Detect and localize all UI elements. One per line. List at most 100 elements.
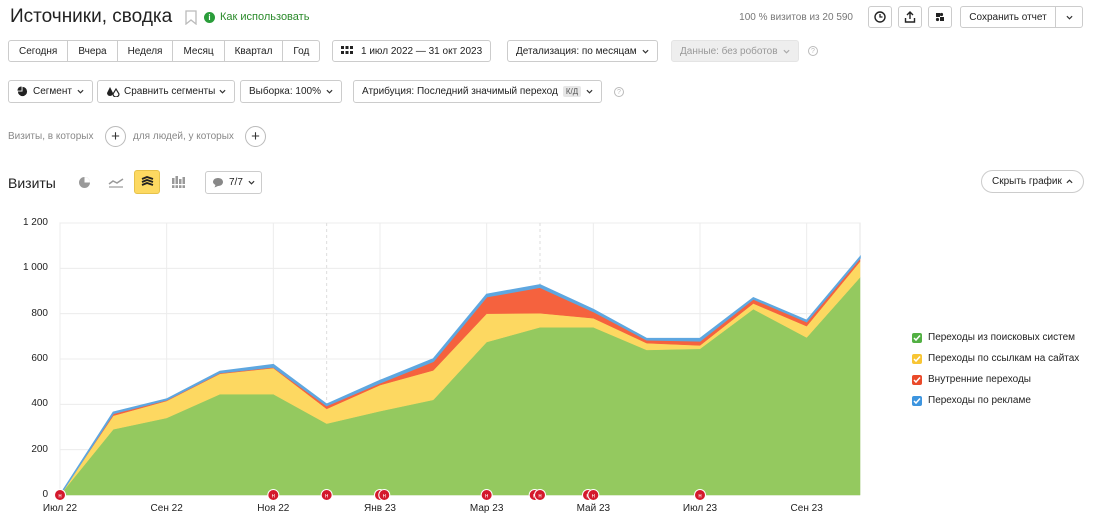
save-menu-button[interactable] (1055, 6, 1083, 28)
add-people-filter-button[interactable]: + (245, 126, 266, 147)
data-filter-label: Данные: без роботов (680, 45, 778, 57)
period-quarter[interactable]: Квартал (223, 40, 284, 62)
chevron-down-icon (77, 89, 84, 94)
note-marker[interactable]: н (534, 489, 546, 501)
comment-icon (213, 178, 223, 188)
svg-text:н: н (592, 494, 595, 500)
chevron-up-icon (1066, 179, 1073, 184)
bookmark-icon[interactable] (185, 10, 197, 25)
compare-segments-dropdown[interactable]: Сравнить сегменты (97, 80, 236, 103)
hide-chart-button[interactable]: Скрыть график (981, 170, 1084, 193)
y-tick-label: 200 (31, 443, 48, 455)
attribution-dropdown[interactable]: Атрибуция: Последний значимый переход К/… (353, 80, 603, 103)
visits-filter-label: Визиты, в которых (8, 131, 94, 142)
share-icon (904, 11, 916, 23)
chart-title: Визиты (8, 175, 56, 191)
svg-text:н: н (485, 494, 488, 500)
note-marker[interactable]: н (320, 489, 333, 501)
legend-item-search[interactable]: Переходы из поисковых систем (912, 332, 1075, 343)
y-tick-label: 800 (31, 307, 48, 319)
area-chart-type-button[interactable] (134, 170, 160, 194)
legend-label: Внутренние переходы (928, 374, 1031, 385)
detail-dropdown[interactable]: Детализация: по месяцам (507, 40, 658, 62)
x-tick-label: Июл 22 (42, 503, 78, 514)
grouping-button[interactable] (928, 6, 952, 28)
svg-text:н: н (383, 494, 386, 500)
checkbox-icon (912, 395, 922, 406)
legend-label: Переходы по рекламе (928, 395, 1031, 406)
x-tick-label: Янв 23 (364, 503, 396, 514)
people-filter-label: для людей, у которых (133, 131, 234, 142)
save-report-button[interactable]: Сохранить отчет (960, 6, 1056, 28)
detail-label: Детализация: по месяцам (516, 45, 637, 57)
add-visit-filter-button[interactable]: + (105, 126, 126, 147)
note-marker[interactable]: н (587, 489, 600, 501)
segment-dropdown[interactable]: Сегмент (8, 80, 93, 103)
series-selector[interactable]: 7/7 (205, 171, 262, 194)
note-marker[interactable]: н (54, 489, 66, 501)
checkbox-icon (912, 374, 922, 385)
calendar-icon (341, 46, 353, 54)
note-marker[interactable]: н (267, 489, 280, 501)
legend-item-internal[interactable]: Внутренние переходы (912, 374, 1031, 385)
data-filter-dropdown[interactable]: Данные: без роботов (671, 40, 799, 62)
x-tick-label: Сен 23 (790, 503, 823, 514)
history-button[interactable] (868, 6, 892, 28)
period-month[interactable]: Месяц (172, 40, 225, 62)
sample-dropdown[interactable]: Выборка: 100% (240, 80, 342, 103)
how-to-use-link[interactable]: i Как использовать (204, 11, 309, 23)
y-tick-label: 1 200 (22, 217, 48, 228)
bar-chart-type-icon[interactable] (172, 176, 185, 188)
note-marker[interactable]: н (378, 489, 391, 501)
drops-icon (107, 87, 120, 97)
stacked-area-icon (141, 176, 153, 186)
page-title: Источники, сводка (10, 6, 173, 27)
svg-text:н: н (58, 494, 61, 500)
visits-chart: ннннннннннн (54, 222, 861, 501)
svg-text:н: н (325, 494, 328, 500)
period-yesterday[interactable]: Вчера (67, 40, 118, 62)
how-to-use-label: Как использовать (220, 11, 310, 23)
export-button[interactable] (898, 6, 922, 28)
chevron-down-icon (219, 89, 226, 94)
checkbox-icon (912, 353, 922, 364)
svg-text:н: н (272, 494, 275, 500)
legend-item-links[interactable]: Переходы по ссылкам на сайтах (912, 353, 1079, 364)
clock-icon (874, 11, 886, 23)
legend-label: Переходы по ссылкам на сайтах (928, 353, 1080, 364)
note-marker[interactable]: н (480, 489, 493, 501)
y-tick-label: 1 000 (22, 262, 48, 274)
x-tick-label: Май 23 (576, 503, 611, 514)
y-tick-label: 0 (42, 489, 48, 500)
puzzle-icon (935, 12, 944, 22)
info-icon: i (204, 11, 215, 23)
checkbox-icon (912, 332, 922, 343)
chevron-down-icon (1065, 15, 1073, 20)
y-tick-label: 600 (31, 353, 48, 364)
line-chart-type-icon[interactable] (108, 177, 124, 188)
pie-chart-icon (17, 86, 28, 97)
x-tick-label: Мар 23 (469, 503, 504, 514)
period-today[interactable]: Сегодня (8, 40, 69, 62)
period-selector: Сегодня Вчера Неделя Месяц Квартал Год (8, 40, 321, 62)
legend-item-ads[interactable]: Переходы по рекламе (912, 395, 1031, 406)
series-count: 7/7 (229, 177, 243, 188)
help-icon[interactable]: ? (614, 87, 624, 97)
chevron-down-icon (586, 89, 593, 94)
area-series-3[interactable] (59, 254, 861, 496)
x-tick-label: Июл 23 (682, 503, 718, 514)
period-week[interactable]: Неделя (116, 40, 174, 62)
period-year[interactable]: Год (282, 40, 321, 62)
attribution-badge: К/Д (562, 86, 582, 97)
sample-label: Выборка: 100% (249, 86, 321, 97)
x-tick-label: Сен 22 (150, 503, 183, 514)
note-marker[interactable]: н (694, 489, 706, 501)
pie-chart-type-icon[interactable] (78, 176, 91, 189)
legend-label: Переходы из поисковых систем (928, 332, 1076, 343)
date-range-picker[interactable]: 1 июл 2022 — 31 окт 2023 (332, 40, 492, 62)
chevron-down-icon (326, 89, 333, 94)
chevron-down-icon (248, 180, 255, 185)
help-icon[interactable]: ? (808, 46, 818, 56)
y-tick-label: 400 (31, 398, 48, 410)
svg-text:н: н (698, 494, 701, 500)
